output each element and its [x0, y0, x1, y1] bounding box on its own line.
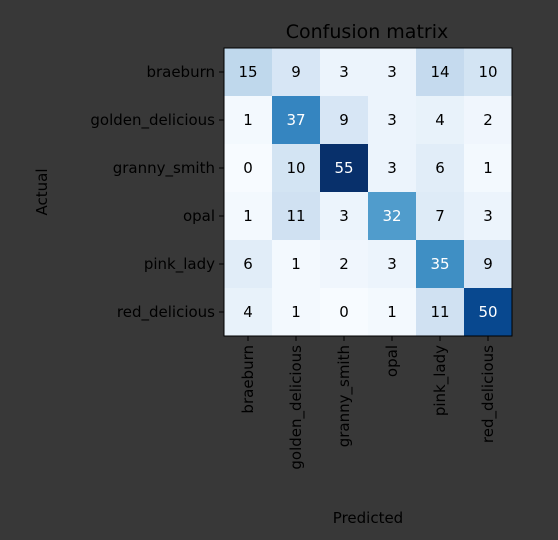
cell-value-label: 9 [291, 63, 301, 81]
heatmap-cell [320, 48, 368, 96]
x-tick-label: granny_smith [335, 345, 354, 447]
y-axis-label: Actual [33, 169, 51, 216]
cell-value-label: 10 [478, 63, 497, 81]
heatmap-cell [320, 240, 368, 288]
cell-value-label: 4 [243, 303, 253, 321]
plot-frame [223, 47, 513, 337]
x-tick-label: opal [383, 345, 401, 377]
cell-value-label: 1 [243, 111, 253, 129]
heatmap-cell [368, 144, 416, 192]
heatmap-cell [368, 48, 416, 96]
heatmap-cell [416, 144, 464, 192]
heatmap-cell [272, 240, 320, 288]
heatmap-cell [272, 96, 320, 144]
x-tick-label: red_delicious [479, 345, 498, 443]
heatmap-cell [416, 96, 464, 144]
cell-value-label: 2 [483, 111, 493, 129]
cell-value-label: 9 [483, 255, 493, 273]
heatmap-cell [272, 192, 320, 240]
heatmap-cell [224, 48, 272, 96]
cell-value-label: 35 [430, 255, 449, 273]
heatmap-cell [320, 192, 368, 240]
heatmap-cell [464, 96, 512, 144]
heatmap-cell [416, 240, 464, 288]
cell-value-label: 3 [387, 159, 397, 177]
heatmap-cell [416, 48, 464, 96]
y-tick-label: golden_delicious [90, 111, 215, 130]
heatmap-cell [464, 288, 512, 336]
cell-value-label: 1 [387, 303, 397, 321]
x-axis-label: Predicted [333, 509, 403, 527]
cell-value-label: 3 [483, 207, 493, 225]
heatmap-cell [272, 48, 320, 96]
y-tick-label: opal [183, 207, 215, 225]
heatmap-cell [224, 144, 272, 192]
cell-value-label: 0 [243, 159, 253, 177]
cell-value-label: 14 [430, 63, 449, 81]
cell-value-label: 11 [286, 207, 305, 225]
cell-value-label: 3 [339, 63, 349, 81]
heatmap-cell [368, 240, 416, 288]
y-tick-label: braeburn [146, 63, 215, 81]
heatmap-cell [464, 192, 512, 240]
cell-value-label: 55 [334, 159, 353, 177]
cell-value-label: 32 [382, 207, 401, 225]
heatmap-cell [368, 192, 416, 240]
x-tick-label: braeburn [239, 345, 257, 414]
heatmap-cell [416, 192, 464, 240]
heatmap-cell [224, 96, 272, 144]
cell-value-label: 2 [339, 255, 349, 273]
cell-value-label: 7 [435, 207, 445, 225]
cell-value-label: 6 [435, 159, 445, 177]
chart-title: Confusion matrix [286, 21, 448, 43]
cell-value-label: 9 [339, 111, 349, 129]
cell-value-label: 3 [387, 255, 397, 273]
heatmap-cell [416, 288, 464, 336]
cell-value-label: 4 [435, 111, 445, 129]
heatmap-cell-labels: 15 9 3 3 14 101 37 9 3 4 20 10 55 3 6 11 11 3 32 7 36 1 2 3 35 94… [238, 63, 497, 321]
heatmap-cell [320, 96, 368, 144]
cell-value-label: 3 [339, 207, 349, 225]
heatmap-cell [464, 240, 512, 288]
heatmap-cell [320, 288, 368, 336]
cell-value-label: 1 [243, 207, 253, 225]
x-axis-ticks: braeburn golden_delicious granny_smith opal… [239, 336, 498, 470]
cell-value-label: 10 [286, 159, 305, 177]
heatmap-cell [464, 144, 512, 192]
heatmap-cell [272, 288, 320, 336]
cell-value-label: 1 [483, 159, 493, 177]
heatmap-cell [224, 288, 272, 336]
cell-value-label: 0 [339, 303, 349, 321]
x-tick-label: golden_delicious [287, 345, 306, 470]
y-tick-label: pink_lady [144, 255, 215, 274]
cell-value-label: 3 [387, 111, 397, 129]
cell-value-label: 1 [291, 255, 301, 273]
heatmap-cell [320, 144, 368, 192]
y-tick-label: granny_smith [113, 159, 215, 178]
y-axis-ticks: braeburn golden_delicious granny_smithopal… [90, 63, 224, 322]
heatmap-cell [224, 240, 272, 288]
cell-value-label: 15 [238, 63, 257, 81]
cell-value-label: 37 [286, 111, 305, 129]
cell-value-label: 11 [430, 303, 449, 321]
x-tick-label: pink_lady [431, 345, 450, 416]
cell-value-label: 6 [243, 255, 253, 273]
heatmap-cell [272, 144, 320, 192]
heatmap-cell [224, 192, 272, 240]
y-tick-label: red_delicious [117, 303, 215, 322]
heatmap-cells [224, 48, 512, 336]
cell-value-label: 50 [478, 303, 497, 321]
cell-value-label: 3 [387, 63, 397, 81]
heatmap-cell [368, 288, 416, 336]
heatmap-cell [464, 48, 512, 96]
cell-value-label: 1 [291, 303, 301, 321]
heatmap-cell [368, 96, 416, 144]
